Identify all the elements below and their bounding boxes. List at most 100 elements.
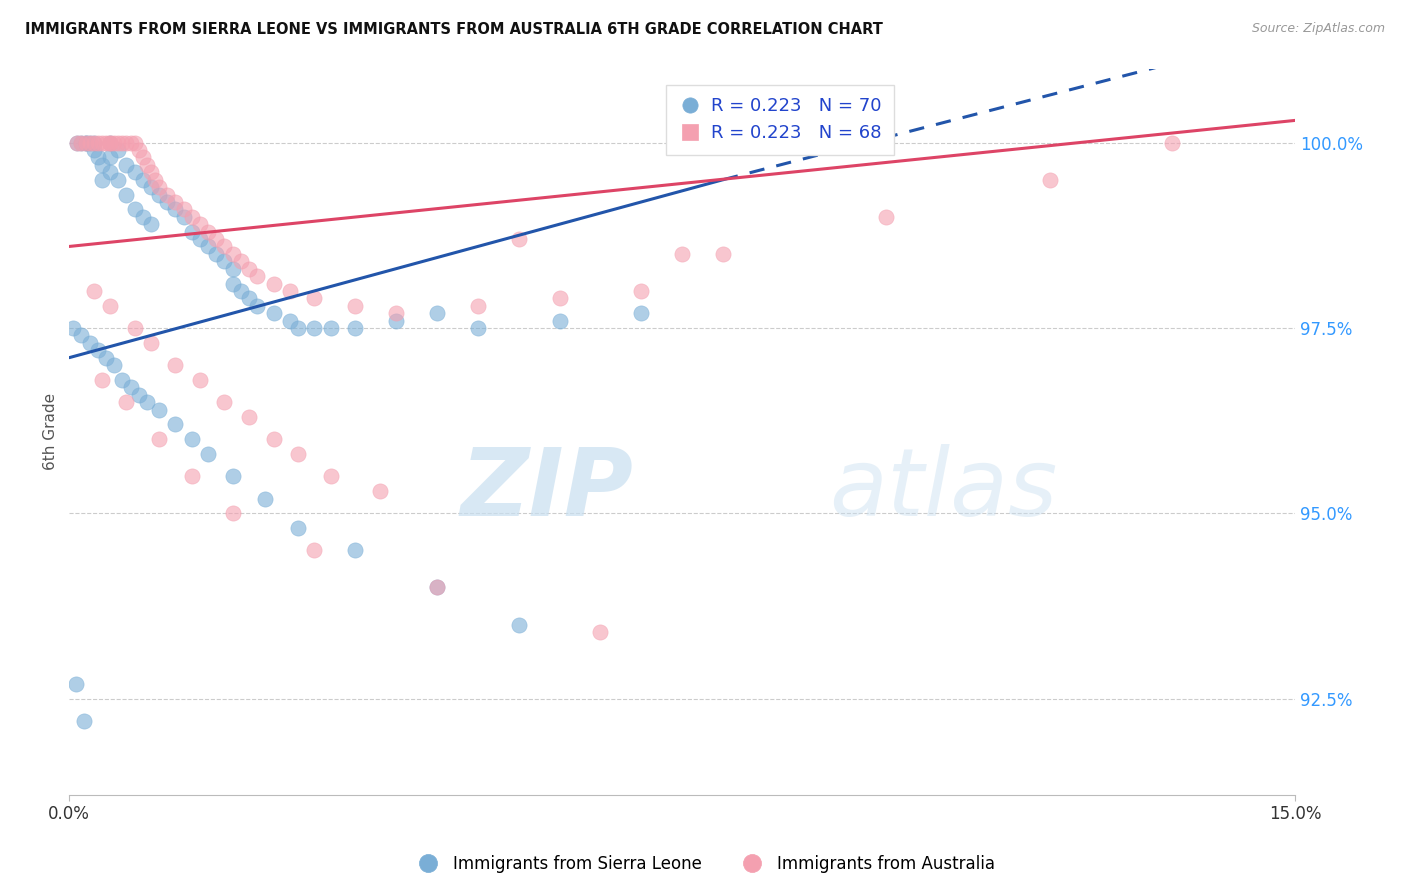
Point [238, 409, 260, 424]
Point [66, 136, 89, 150]
Point [115, 136, 138, 150]
Point [180, 469, 202, 483]
Point [368, 484, 391, 499]
Point [124, 165, 146, 179]
Point [128, 143, 150, 157]
Point [344, 299, 367, 313]
Point [87, 151, 110, 165]
Point [75, 136, 97, 150]
Point [1161, 136, 1184, 150]
Point [156, 187, 179, 202]
Point [132, 172, 155, 186]
Point [98, 165, 121, 179]
Point [548, 313, 571, 327]
Point [98, 151, 121, 165]
Point [165, 194, 187, 209]
Point [630, 306, 652, 320]
Y-axis label: 6th Grade: 6th Grade [44, 393, 58, 470]
Point [180, 432, 202, 446]
Point [139, 335, 162, 350]
Point [238, 291, 260, 305]
Point [94, 136, 117, 150]
Point [87, 343, 110, 358]
Point [70, 136, 93, 150]
Point [79, 136, 101, 150]
Point [120, 380, 142, 394]
Point [238, 261, 260, 276]
Point [107, 136, 129, 150]
Point [83, 136, 105, 150]
Point [143, 172, 166, 186]
Point [165, 358, 187, 372]
Point [132, 210, 155, 224]
Point [426, 306, 449, 320]
Point [426, 581, 449, 595]
Point [90, 158, 112, 172]
Point [467, 321, 489, 335]
Point [83, 136, 105, 150]
Point [148, 432, 170, 446]
Point [548, 291, 571, 305]
Point [124, 202, 146, 217]
Point [75, 136, 97, 150]
Point [79, 335, 101, 350]
Point [287, 521, 309, 535]
Legend: R = 0.223   N = 70, R = 0.223   N = 68: R = 0.223 N = 70, R = 0.223 N = 68 [666, 85, 894, 155]
Point [180, 225, 202, 239]
Point [148, 187, 170, 202]
Point [205, 232, 228, 246]
Point [75, 136, 97, 150]
Point [70, 136, 93, 150]
Point [90, 373, 112, 387]
Point [103, 358, 125, 372]
Point [221, 506, 243, 520]
Point [90, 136, 112, 150]
Point [115, 158, 138, 172]
Point [229, 284, 252, 298]
Point [1039, 172, 1062, 186]
Point [467, 299, 489, 313]
Point [246, 299, 269, 313]
Point [132, 151, 155, 165]
Point [115, 395, 138, 409]
Point [124, 136, 146, 150]
Point [304, 321, 326, 335]
Point [165, 417, 187, 432]
Point [711, 247, 734, 261]
Point [589, 624, 612, 639]
Point [165, 202, 187, 217]
Point [83, 143, 105, 157]
Text: IMMIGRANTS FROM SIERRA LEONE VS IMMIGRANTS FROM AUSTRALIA 6TH GRADE CORRELATION : IMMIGRANTS FROM SIERRA LEONE VS IMMIGRAN… [25, 22, 883, 37]
Point [426, 581, 449, 595]
Point [139, 180, 162, 194]
Point [135, 158, 157, 172]
Point [221, 247, 243, 261]
Point [139, 165, 162, 179]
Point [221, 277, 243, 291]
Point [111, 373, 134, 387]
Point [98, 136, 121, 150]
Point [188, 232, 211, 246]
Point [385, 306, 408, 320]
Point [148, 402, 170, 417]
Point [98, 136, 121, 150]
Point [135, 395, 157, 409]
Point [79, 136, 101, 150]
Point [62, 321, 84, 335]
Point [83, 284, 105, 298]
Text: Source: ZipAtlas.com: Source: ZipAtlas.com [1251, 22, 1385, 36]
Point [508, 617, 530, 632]
Point [287, 321, 309, 335]
Point [124, 321, 146, 335]
Point [94, 351, 117, 365]
Point [120, 136, 142, 150]
Point [671, 247, 693, 261]
Point [87, 136, 110, 150]
Point [263, 306, 285, 320]
Legend: Immigrants from Sierra Leone, Immigrants from Australia: Immigrants from Sierra Leone, Immigrants… [405, 848, 1001, 880]
Point [98, 299, 121, 313]
Point [173, 210, 195, 224]
Point [344, 543, 367, 558]
Point [508, 232, 530, 246]
Point [197, 447, 219, 461]
